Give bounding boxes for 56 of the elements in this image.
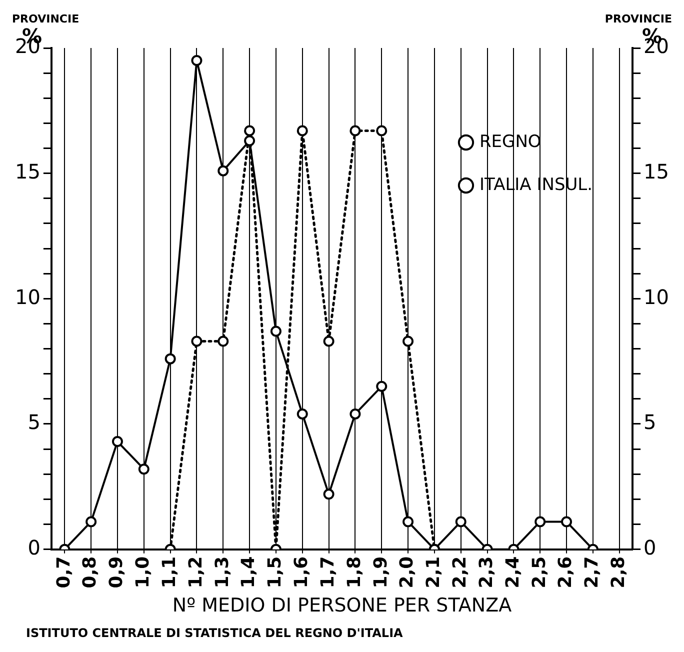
point bbox=[164, 353, 176, 364]
point bbox=[112, 436, 123, 448]
point bbox=[296, 125, 308, 136]
x-tick-label: 2,3 bbox=[476, 556, 497, 588]
y2-tick-label: 5 bbox=[644, 410, 656, 434]
point bbox=[376, 125, 388, 136]
point bbox=[561, 516, 572, 528]
x-tick-label: 1,1 bbox=[158, 556, 180, 588]
point bbox=[191, 55, 202, 66]
x-tick-label: 1,8 bbox=[344, 556, 365, 588]
point bbox=[402, 516, 414, 528]
point bbox=[86, 516, 97, 528]
point bbox=[402, 336, 414, 347]
point bbox=[218, 165, 229, 176]
x-tick-label: 2,0 bbox=[396, 556, 418, 588]
y-tick-label: 15 bbox=[14, 160, 40, 184]
point bbox=[323, 336, 334, 347]
x-tick-label: 0,9 bbox=[106, 556, 128, 588]
text: ISTITUTO CENTRALE DI STATISTICA DEL REGNO D'ITALIA bbox=[26, 626, 404, 640]
x-tick-label: 1,6 bbox=[291, 556, 312, 588]
y-tick-label: 0 bbox=[28, 536, 40, 560]
y-tick-label: 5 bbox=[28, 410, 40, 434]
point bbox=[244, 135, 256, 146]
point bbox=[270, 326, 282, 337]
point bbox=[350, 408, 361, 420]
x-tick-label: 1,5 bbox=[264, 556, 286, 588]
x-tick-label: 2,6 bbox=[555, 556, 576, 588]
point bbox=[455, 516, 466, 528]
x-tick-label: 2,8 bbox=[608, 556, 630, 588]
point bbox=[323, 488, 334, 500]
x-tick-label: 2,4 bbox=[502, 556, 524, 588]
point bbox=[244, 125, 256, 136]
point bbox=[191, 336, 202, 347]
x-tick-label: 1,0 bbox=[132, 556, 154, 588]
x-tick-label: 0,7 bbox=[53, 556, 74, 588]
x-tick-label: 2,2 bbox=[450, 556, 471, 588]
x-tick-label: 1,3 bbox=[212, 556, 233, 588]
point bbox=[296, 408, 308, 420]
point bbox=[218, 336, 229, 347]
x-tick-label: 0,8 bbox=[80, 556, 101, 588]
x-tick-label: 2,1 bbox=[423, 556, 444, 588]
x-tick-label: 1,4 bbox=[238, 556, 260, 588]
point bbox=[534, 516, 546, 528]
x-tick-label: 1,7 bbox=[317, 556, 338, 588]
x-axis-title: Nº MEDIO DI PERSONE PER STANZA bbox=[172, 594, 512, 617]
x-tick-label: 2,7 bbox=[582, 556, 603, 588]
x-tick-label: 1,9 bbox=[370, 556, 392, 588]
x-tick-label: 1,2 bbox=[185, 556, 206, 588]
y2-tick-label: 15 bbox=[644, 160, 670, 184]
point bbox=[350, 125, 361, 136]
point bbox=[138, 464, 150, 475]
y2-tick-label: 10 bbox=[644, 284, 670, 309]
x-tick-label: 2,5 bbox=[528, 556, 550, 588]
y2-tick-label: 0 bbox=[644, 536, 656, 560]
point bbox=[376, 380, 388, 392]
y-tick-label: 10 bbox=[14, 284, 40, 309]
